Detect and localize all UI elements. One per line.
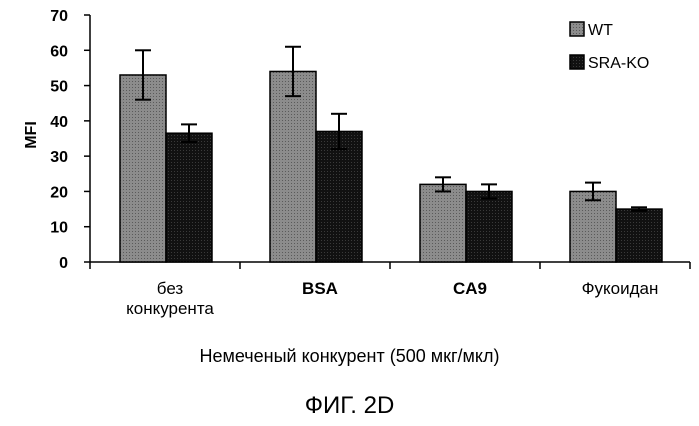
y-axis-label: MFI: [23, 121, 40, 149]
legend-swatch-sra-ko: [570, 55, 584, 69]
y-tick-label: 30: [50, 149, 68, 166]
bar-sra-ko: [166, 133, 212, 262]
legend-label-wt: WT: [588, 22, 613, 39]
x-axis-label: Немеченый конкурент (500 мкг/мкл): [0, 346, 699, 367]
bar-wt: [420, 184, 466, 262]
y-tick-label: 40: [50, 114, 68, 131]
x-tick-label: конкурента: [126, 299, 214, 318]
y-tick-label: 20: [50, 184, 68, 201]
legend: WT SRA-KO: [570, 22, 649, 72]
y-tick-label: 10: [50, 220, 68, 237]
y-tick-label: 70: [50, 8, 68, 25]
bar-sra-ko: [316, 131, 362, 262]
legend-label-sra-ko: SRA-KO: [588, 55, 649, 72]
x-tick-label: Фукоидан: [582, 279, 659, 298]
x-tick-label: CA9: [453, 279, 487, 298]
bar-wt: [570, 191, 616, 262]
y-tick-label: 0: [59, 255, 68, 272]
y-tick-label: 60: [50, 43, 68, 60]
figure-caption: ФИГ. 2D: [0, 392, 699, 420]
legend-swatch-wt: [570, 22, 584, 36]
bar-sra-ko: [616, 209, 662, 262]
y-tick-label: 50: [50, 79, 68, 96]
bar-wt: [120, 75, 166, 262]
x-tick-label: без: [157, 279, 184, 298]
bars: [120, 71, 662, 262]
bar-sra-ko: [466, 191, 512, 262]
bar-wt: [270, 71, 316, 262]
x-tick-label: BSA: [302, 279, 338, 298]
